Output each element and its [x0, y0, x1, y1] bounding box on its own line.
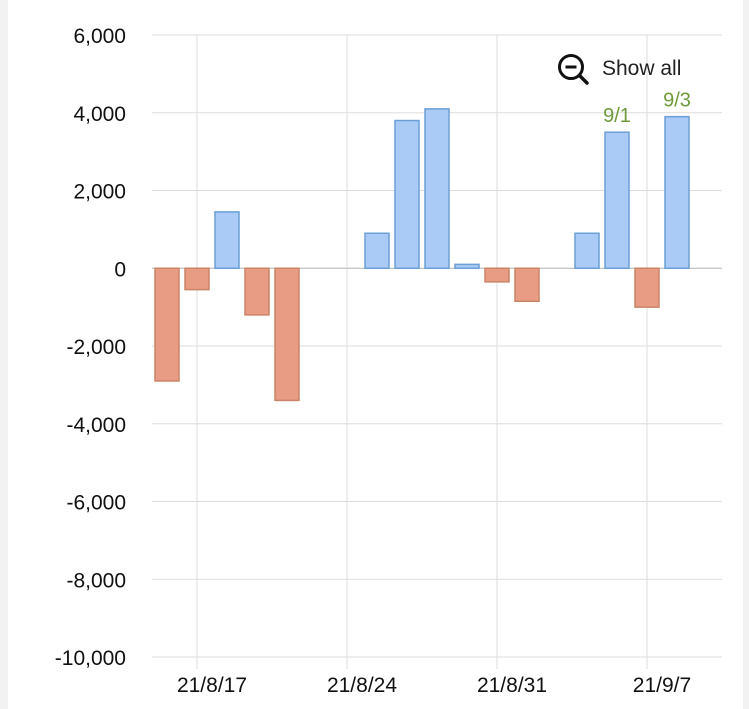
zoom-out-icon: [558, 54, 589, 85]
bar-9-2[interactable]: [634, 267, 660, 308]
y-tick-label: -2,000: [66, 336, 126, 359]
show-all-label: Show all: [602, 57, 682, 80]
bar-8-17[interactable]: [154, 267, 180, 382]
bar-9-3[interactable]: [664, 115, 690, 269]
y-tick-label: 6,000: [73, 25, 126, 48]
y-tick-label: 2,000: [73, 181, 126, 204]
bar-8-21[interactable]: [274, 267, 300, 402]
bar-8-26[interactable]: [424, 108, 450, 269]
bar-8-27[interactable]: [454, 263, 480, 269]
show-all-button[interactable]: Show all: [556, 52, 681, 86]
annotation-label: 9/3: [663, 90, 691, 112]
bar-8-29[interactable]: [514, 267, 540, 303]
annotation-label: 9/1: [603, 105, 631, 127]
bar-8-19[interactable]: [214, 211, 240, 270]
bar-9-1[interactable]: [604, 131, 630, 269]
x-axis: 21/8/17 21/8/24 21/8/31 21/9/7: [177, 674, 691, 697]
y-tick-label: 0: [114, 258, 126, 281]
bar-8-18[interactable]: [184, 267, 210, 291]
x-tick-label: 21/8/17: [177, 674, 247, 697]
bar-8-28[interactable]: [484, 267, 510, 283]
bar-8-20[interactable]: [244, 267, 270, 316]
x-tick-label: 21/9/7: [633, 674, 691, 697]
y-tick-label: 4,000: [73, 103, 126, 126]
bar-8-31[interactable]: [574, 232, 600, 269]
y-tick-label: -4,000: [66, 414, 126, 437]
x-tick-label: 21/8/24: [327, 674, 397, 697]
x-tick-label: 21/8/31: [477, 674, 547, 697]
y-tick-label: -10,000: [55, 647, 126, 670]
y-tick-label: -6,000: [66, 492, 126, 515]
annotations: 9/19/39/6〜79/9: [603, 90, 691, 128]
left-edge: [0, 0, 8, 709]
bar-8-24[interactable]: [364, 232, 390, 269]
right-edge: [743, 0, 749, 709]
y-axis: 6,000 4,000 2,000 0 -2,000 -4,000 -6,000 -8,000…: [55, 25, 126, 670]
y-tick-label: -8,000: [66, 569, 126, 592]
bars: [154, 108, 690, 402]
bar-8-25[interactable]: [394, 119, 420, 270]
